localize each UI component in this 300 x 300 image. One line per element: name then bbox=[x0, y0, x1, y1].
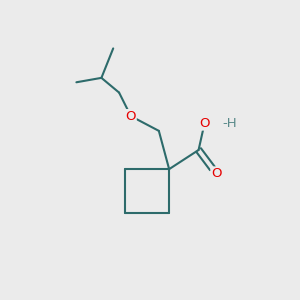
Text: -H: -H bbox=[222, 117, 237, 130]
Text: O: O bbox=[126, 110, 136, 123]
Text: O: O bbox=[199, 117, 210, 130]
Text: O: O bbox=[211, 167, 221, 180]
